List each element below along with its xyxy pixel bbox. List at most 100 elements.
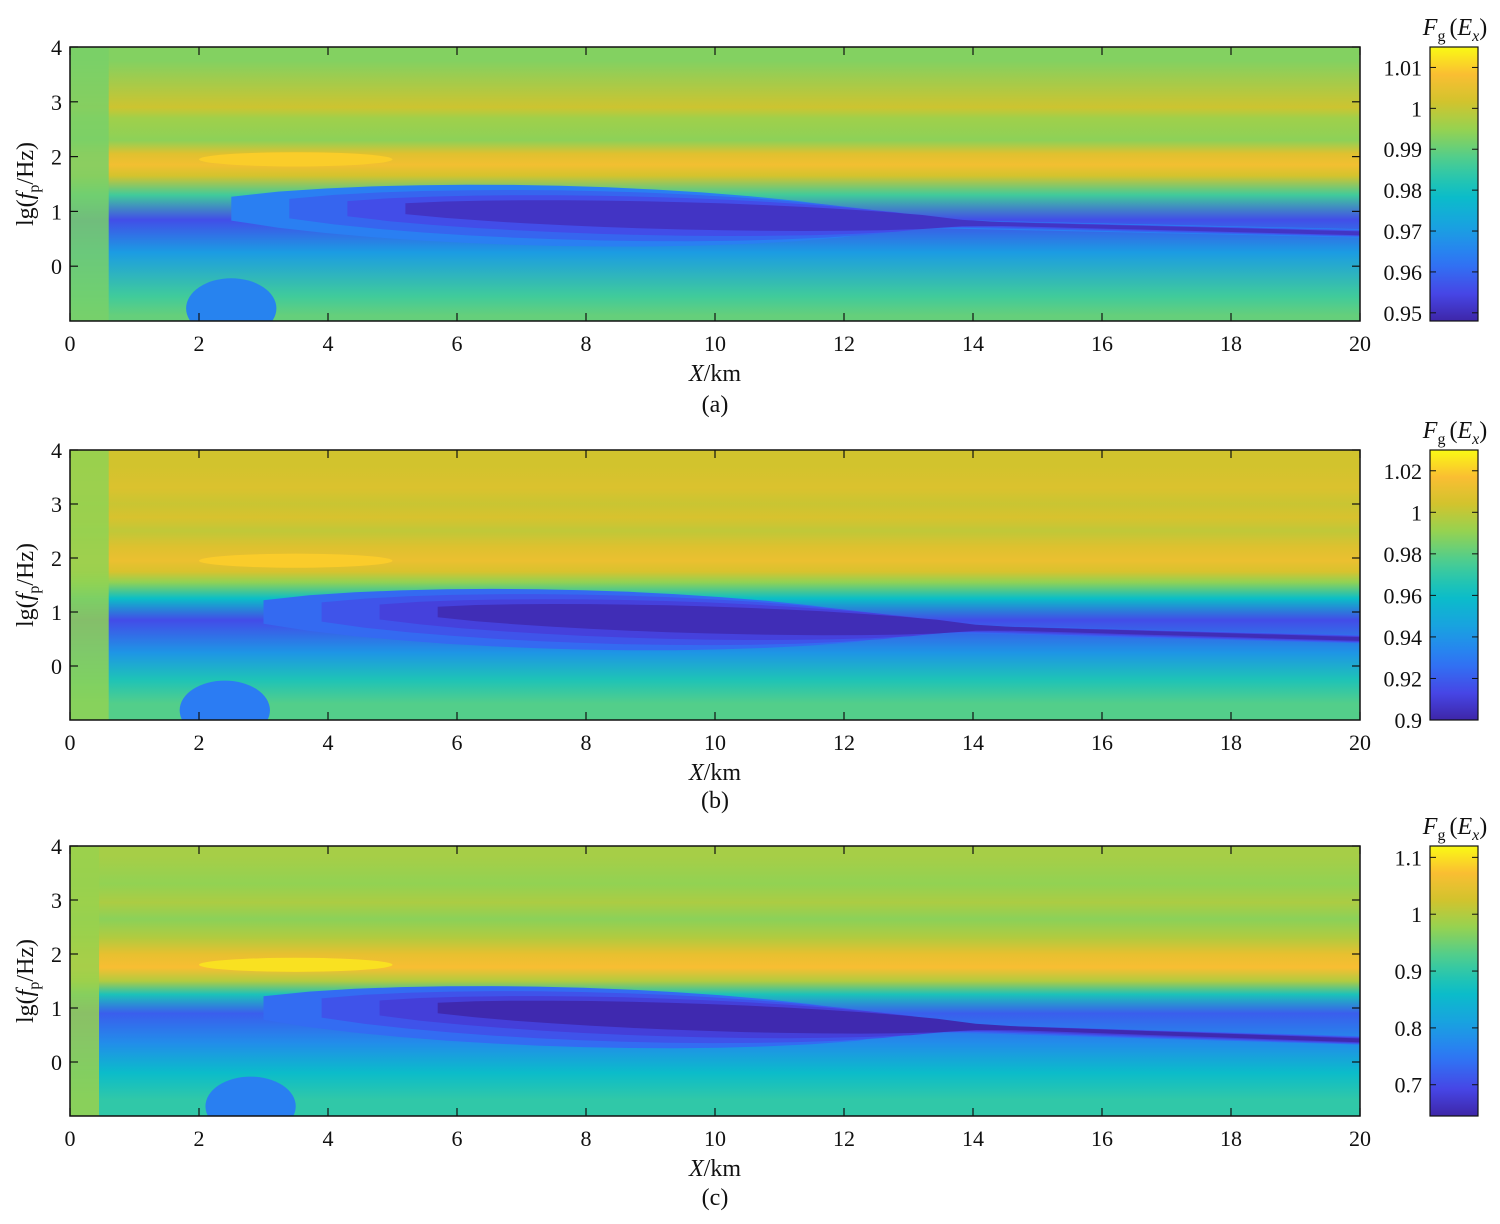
edge-strip [70, 47, 109, 321]
y-tick-label: 4 [51, 35, 62, 60]
y-tick-label: 0 [51, 654, 62, 679]
x-tick-label: 0 [65, 331, 76, 356]
colorbar-title: Fg (Ex) [1422, 814, 1487, 844]
colorbar-tick-label: 0.8 [1395, 1016, 1423, 1041]
pocket-contour [179, 680, 270, 720]
y-tick-label: 4 [51, 834, 62, 859]
colorbar-tick-label: 1 [1411, 96, 1422, 121]
colorbar-tick-label: 1.02 [1384, 459, 1423, 484]
heatmap-bands [70, 846, 1360, 1116]
panel-caption: (b) [701, 788, 729, 814]
colorbar-tick-label: 0.96 [1384, 260, 1423, 285]
colorbar-tick-label: 0.99 [1384, 137, 1423, 162]
colorbar-tick-label: 1.01 [1384, 55, 1423, 80]
x-tick-label: 12 [833, 1126, 855, 1151]
x-axis-label: X/km [688, 361, 741, 387]
colorbar [1429, 449, 1479, 721]
colorbar-tick-label: 0.9 [1395, 708, 1423, 733]
colorbar-title: Fg (Ex) [1422, 15, 1487, 45]
x-tick-label: 10 [704, 1126, 726, 1151]
colorbar [1429, 845, 1479, 1117]
x-tick-label: 14 [962, 730, 984, 755]
trough-contour [437, 604, 1360, 641]
colorbar-tick-label: 0.92 [1384, 666, 1423, 691]
colorbar-tick-label: 0.94 [1384, 625, 1423, 650]
panel-caption: (c) [702, 1185, 729, 1211]
x-tick-label: 18 [1220, 331, 1242, 356]
x-axis-label: X/km [688, 1156, 741, 1182]
peak-contour [199, 957, 393, 972]
y-axis-label: lg(fp/Hz) [13, 939, 43, 1023]
colorbar-tick-label: 0.97 [1384, 219, 1423, 244]
colorbar-tick-label: 0.7 [1395, 1073, 1423, 1098]
x-tick-label: 4 [323, 730, 334, 755]
heatmap-field [70, 846, 1360, 1116]
panel-a: 0 2 4 6 8 10 12 14 16 18 2001234X/kmlg(fp/Hz)(a)0.… [13, 15, 1487, 418]
colorbar-tick-label: 0.98 [1384, 178, 1423, 203]
x-tick-label: 16 [1091, 1126, 1113, 1151]
peak-contour [199, 553, 393, 568]
colorbar-tick-label: 0.98 [1384, 542, 1423, 567]
x-tick-label: 12 [833, 730, 855, 755]
y-tick-label: 4 [51, 438, 62, 463]
x-tick-label: 0 [65, 1126, 76, 1151]
y-tick-label: 3 [51, 90, 62, 115]
peak-contour [199, 152, 393, 167]
x-tick-label: 4 [323, 331, 334, 356]
colorbar-tick-label: 0.9 [1395, 959, 1423, 984]
trough-contour [405, 200, 1360, 236]
y-tick-label: 3 [51, 492, 62, 517]
x-tick-label: 2 [194, 331, 205, 356]
colorbar-tick-label: 0.96 [1384, 583, 1423, 608]
trough-contour [437, 1000, 1360, 1043]
x-tick-label: 16 [1091, 331, 1113, 356]
x-tick-label: 6 [452, 331, 463, 356]
x-tick-label: 16 [1091, 730, 1113, 755]
panel-b: 0 2 4 6 8 10 12 14 16 18 2001234X/kmlg(fp/Hz)(b)0.… [13, 418, 1487, 814]
x-axis-label: X/km [688, 760, 741, 786]
x-tick-label: 20 [1349, 730, 1371, 755]
pocket-contour [186, 278, 277, 321]
y-axis-label: lg(fp/Hz) [13, 543, 43, 627]
y-axis-label: lg(fp/Hz) [13, 142, 43, 226]
x-tick-label: 18 [1220, 1126, 1242, 1151]
y-tick-label: 1 [51, 600, 62, 625]
x-tick-label: 12 [833, 331, 855, 356]
edge-strip [70, 846, 100, 1116]
edge-strip [70, 450, 109, 720]
colorbar-tick-label: 1 [1411, 902, 1422, 927]
heatmap-bands [70, 450, 1360, 720]
x-tick-label: 10 [704, 730, 726, 755]
panel-caption: (a) [702, 392, 729, 418]
x-tick-label: 8 [581, 730, 592, 755]
x-tick-label: 20 [1349, 331, 1371, 356]
x-tick-label: 2 [194, 1126, 205, 1151]
y-tick-label: 2 [51, 546, 62, 571]
y-tick-label: 1 [51, 996, 62, 1021]
x-tick-label: 8 [581, 331, 592, 356]
heatmap-field [70, 450, 1360, 720]
x-tick-label: 6 [452, 1126, 463, 1151]
y-tick-label: 2 [51, 145, 62, 170]
y-tick-label: 2 [51, 942, 62, 967]
colorbar-tick-label: 1.1 [1395, 845, 1423, 870]
heatmap-bands [70, 47, 1360, 321]
y-tick-label: 1 [51, 199, 62, 224]
y-tick-label: 0 [51, 254, 62, 279]
colorbar-tick-label: 1 [1411, 500, 1422, 525]
colorbar-tick-label: 0.95 [1384, 301, 1423, 326]
x-tick-label: 18 [1220, 730, 1242, 755]
heatmap-field [70, 47, 1360, 321]
panel-c: 0 2 4 6 8 10 12 14 16 18 2001234X/kmlg(fp/Hz)(c)0.… [13, 814, 1487, 1211]
x-tick-label: 6 [452, 730, 463, 755]
x-tick-label: 10 [704, 331, 726, 356]
colorbar-title: Fg (Ex) [1422, 418, 1487, 448]
x-tick-label: 14 [962, 331, 984, 356]
x-tick-label: 2 [194, 730, 205, 755]
y-tick-label: 3 [51, 888, 62, 913]
pocket-contour [205, 1076, 296, 1116]
y-tick-label: 0 [51, 1050, 62, 1075]
colorbar [1429, 46, 1479, 322]
x-tick-label: 4 [323, 1126, 334, 1151]
